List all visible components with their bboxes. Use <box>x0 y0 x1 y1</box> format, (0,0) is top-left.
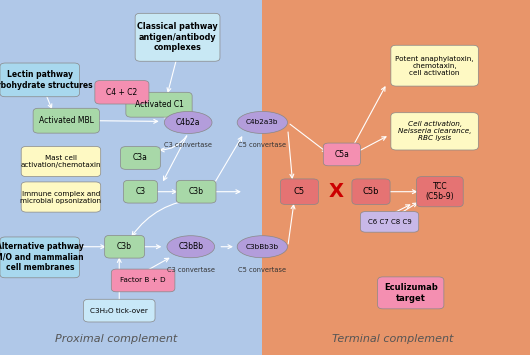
FancyBboxPatch shape <box>135 13 220 61</box>
Ellipse shape <box>237 236 288 258</box>
Text: C3bBb3b: C3bBb3b <box>246 244 279 250</box>
FancyBboxPatch shape <box>111 269 175 292</box>
Text: C5 convertase: C5 convertase <box>238 267 286 273</box>
Text: Classical pathway
antigen/antibody
complexes: Classical pathway antigen/antibody compl… <box>137 22 218 52</box>
Bar <box>262 0 530 355</box>
FancyBboxPatch shape <box>391 45 478 86</box>
Text: C5b: C5b <box>363 187 379 196</box>
Text: C5a: C5a <box>334 150 349 159</box>
Text: Potent anaphylatoxin,
chemotaxin,
cell activation: Potent anaphylatoxin, chemotaxin, cell a… <box>395 56 474 76</box>
FancyBboxPatch shape <box>21 146 101 176</box>
FancyBboxPatch shape <box>176 180 216 203</box>
FancyBboxPatch shape <box>323 143 360 166</box>
Text: C3b: C3b <box>117 242 132 251</box>
Text: C3H₂O tick-over: C3H₂O tick-over <box>90 308 148 313</box>
Ellipse shape <box>237 111 288 133</box>
Text: C3 convertase: C3 convertase <box>164 142 212 148</box>
Text: Immune complex and
microbial opsonization: Immune complex and microbial opsonizatio… <box>21 191 101 203</box>
Text: Lectin pathway
carbohydrate structures: Lectin pathway carbohydrate structures <box>0 70 93 89</box>
Text: C4 + C2: C4 + C2 <box>107 88 137 97</box>
FancyBboxPatch shape <box>391 113 478 150</box>
FancyBboxPatch shape <box>360 212 419 232</box>
Bar <box>0 0 262 355</box>
Text: C6 C7 C8 C9: C6 C7 C8 C9 <box>368 219 411 225</box>
Text: C3b: C3b <box>189 187 204 196</box>
Text: Alternative pathway
M/O and mammalian
cell membranes: Alternative pathway M/O and mammalian ce… <box>0 242 84 272</box>
FancyBboxPatch shape <box>33 108 100 133</box>
FancyBboxPatch shape <box>104 235 144 258</box>
Text: Activated C1: Activated C1 <box>135 100 183 109</box>
Text: C4b2a: C4b2a <box>176 118 200 127</box>
FancyBboxPatch shape <box>121 147 160 169</box>
FancyBboxPatch shape <box>0 63 80 97</box>
FancyBboxPatch shape <box>0 237 80 278</box>
Text: Mast cell
activation/chemotaxin: Mast cell activation/chemotaxin <box>21 155 101 168</box>
Text: C5: C5 <box>294 187 305 196</box>
FancyBboxPatch shape <box>377 277 444 309</box>
Ellipse shape <box>164 111 212 133</box>
Text: X: X <box>329 182 343 201</box>
FancyBboxPatch shape <box>352 179 390 204</box>
Text: C3bBb: C3bBb <box>178 242 204 251</box>
Text: TCC
(C5b-9): TCC (C5b-9) <box>426 182 454 201</box>
FancyBboxPatch shape <box>123 180 157 203</box>
Text: C3: C3 <box>135 187 146 196</box>
Text: Terminal complement: Terminal complement <box>331 334 453 344</box>
Text: Proximal complement: Proximal complement <box>56 334 178 344</box>
FancyBboxPatch shape <box>95 81 149 104</box>
Text: C3a: C3a <box>133 153 148 163</box>
Text: C5 convertase: C5 convertase <box>238 142 286 148</box>
FancyBboxPatch shape <box>126 92 192 117</box>
Text: C4b2a3b: C4b2a3b <box>246 120 279 125</box>
FancyBboxPatch shape <box>280 179 319 204</box>
FancyBboxPatch shape <box>21 182 101 212</box>
FancyBboxPatch shape <box>84 299 155 322</box>
Ellipse shape <box>167 236 215 258</box>
Text: Factor B + D: Factor B + D <box>120 278 166 283</box>
Text: C3 convertase: C3 convertase <box>167 267 215 273</box>
FancyBboxPatch shape <box>417 177 463 207</box>
Text: Activated MBL: Activated MBL <box>39 116 94 125</box>
Text: Cell activation,
Neisseria clearance,
RBC lysis: Cell activation, Neisseria clearance, RB… <box>398 121 471 141</box>
Text: Eculizumab
target: Eculizumab target <box>384 283 438 302</box>
